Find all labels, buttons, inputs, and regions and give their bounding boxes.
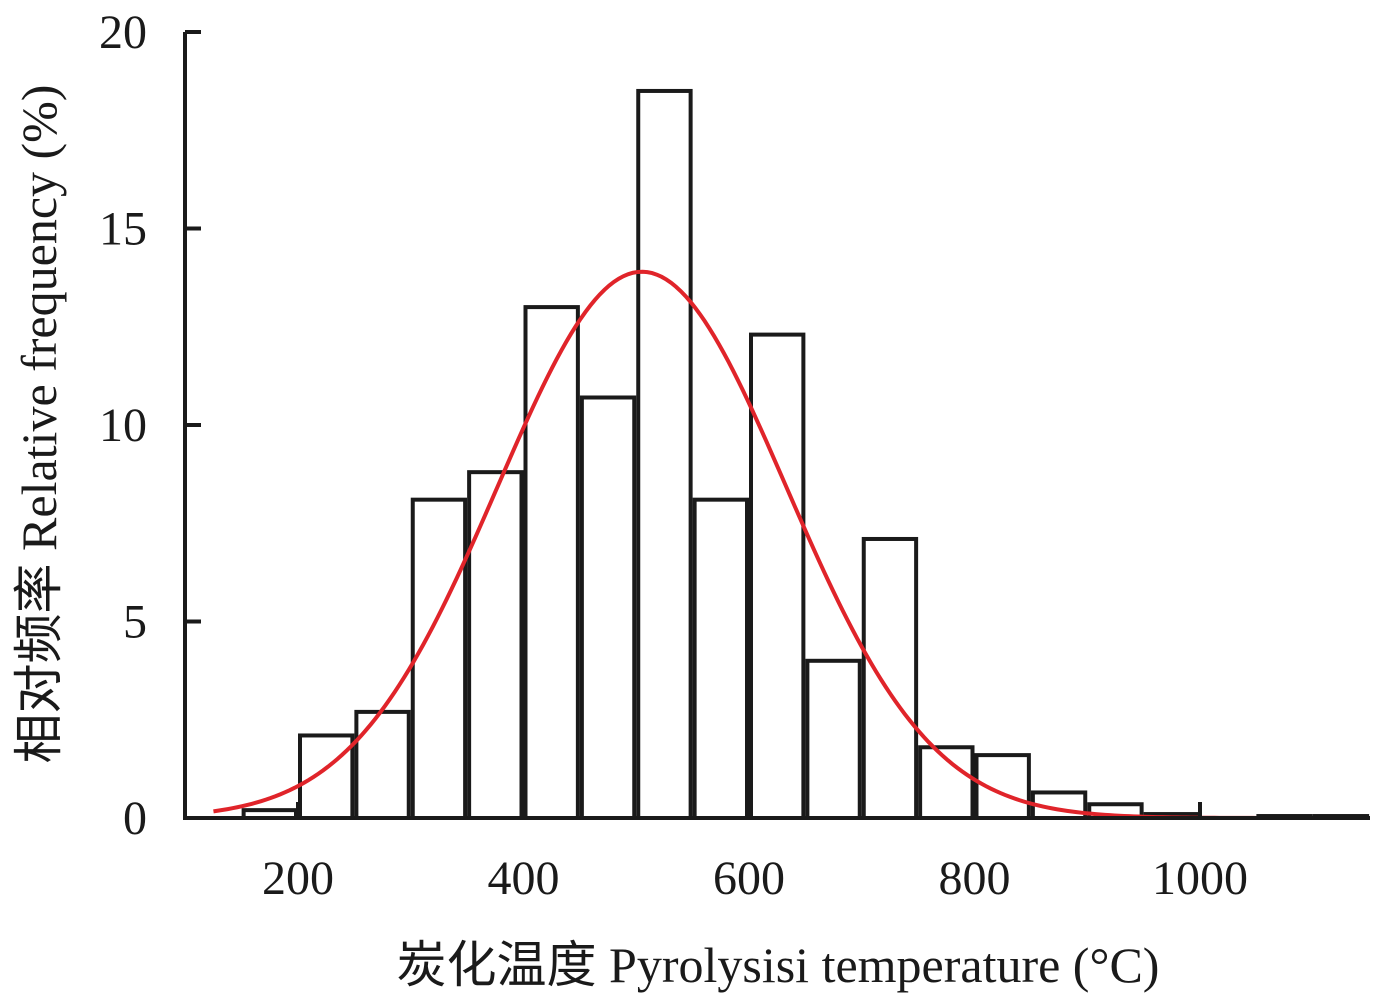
histogram-bar-2: [298, 733, 355, 820]
histogram-bar-7: [579, 395, 637, 820]
histogram-bar-11: [805, 658, 862, 820]
ticks-layer: 0 5 10 15 20 200 400 600 800 1000: [99, 6, 1248, 905]
histogram-bar-3: [354, 709, 411, 821]
y-tick-label-20: 20: [99, 6, 147, 59]
histogram-bar-6: [523, 305, 580, 820]
bars-layer: [241, 88, 1370, 821]
histogram-bar-9: [692, 497, 749, 820]
y-tick-label-0: 0: [123, 792, 147, 845]
y-axis-title: 相对频率 Relative frequency (%): [11, 85, 67, 764]
histogram-bar-8: [636, 88, 693, 820]
x-tick-label-200: 200: [262, 852, 334, 905]
histogram-bar-5: [467, 470, 524, 820]
x-tick-label-400: 400: [488, 852, 560, 905]
y-tick-label-10: 10: [99, 399, 147, 452]
y-tick-label-5: 5: [123, 596, 147, 649]
x-axis-title: 炭化温度 Pyrolysisi temperature (°C): [397, 937, 1160, 993]
histogram-bar-13: [918, 745, 975, 821]
x-tick-label-1000: 1000: [1152, 852, 1248, 905]
histogram-bar-12: [861, 536, 919, 820]
histogram-bar-4: [410, 497, 468, 820]
x-tick-label-600: 600: [713, 852, 785, 905]
histogram-bar-10: [749, 332, 806, 820]
y-tick-label-15: 15: [99, 203, 147, 256]
x-tick-label-800: 800: [939, 852, 1011, 905]
